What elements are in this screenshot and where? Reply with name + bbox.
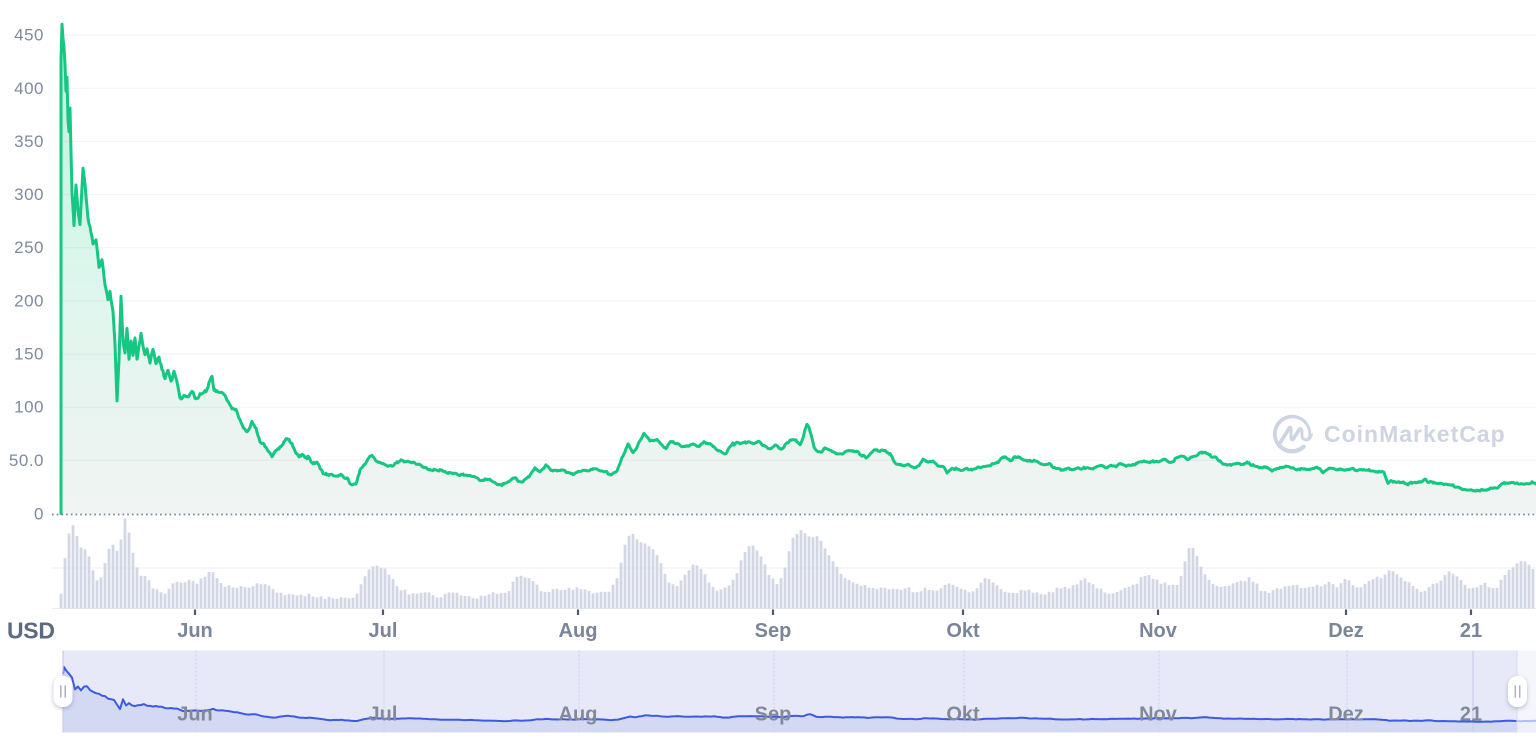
svg-text:Okt: Okt <box>946 704 980 726</box>
svg-text:50.0: 50.0 <box>9 451 44 470</box>
svg-text:CoinMarketCap: CoinMarketCap <box>1324 421 1506 447</box>
svg-text:Jul: Jul <box>369 704 398 726</box>
svg-text:200: 200 <box>14 291 44 310</box>
svg-text:Sep: Sep <box>755 620 792 642</box>
svg-text:Jun: Jun <box>177 620 213 642</box>
svg-text:Nov: Nov <box>1139 620 1178 642</box>
svg-text:450: 450 <box>14 26 44 45</box>
svg-text:Dez: Dez <box>1328 620 1364 642</box>
svg-text:350: 350 <box>14 132 44 151</box>
svg-text:100: 100 <box>14 398 44 417</box>
svg-text:Dez: Dez <box>1328 704 1364 726</box>
svg-text:Okt: Okt <box>946 620 980 642</box>
svg-text:Aug: Aug <box>559 620 598 642</box>
svg-text:USD: USD <box>7 618 55 644</box>
svg-text:21: 21 <box>1460 620 1482 642</box>
svg-text:Nov: Nov <box>1139 704 1178 726</box>
svg-text:150: 150 <box>14 345 44 364</box>
svg-text:21: 21 <box>1460 704 1482 726</box>
svg-text:Jun: Jun <box>177 704 213 726</box>
svg-text:Aug: Aug <box>559 704 598 726</box>
svg-text:250: 250 <box>14 238 44 257</box>
svg-text:Sep: Sep <box>755 704 792 726</box>
svg-text:0: 0 <box>34 505 44 524</box>
svg-text:300: 300 <box>14 185 44 204</box>
svg-text:Jul: Jul <box>369 620 398 642</box>
svg-text:400: 400 <box>14 79 44 98</box>
